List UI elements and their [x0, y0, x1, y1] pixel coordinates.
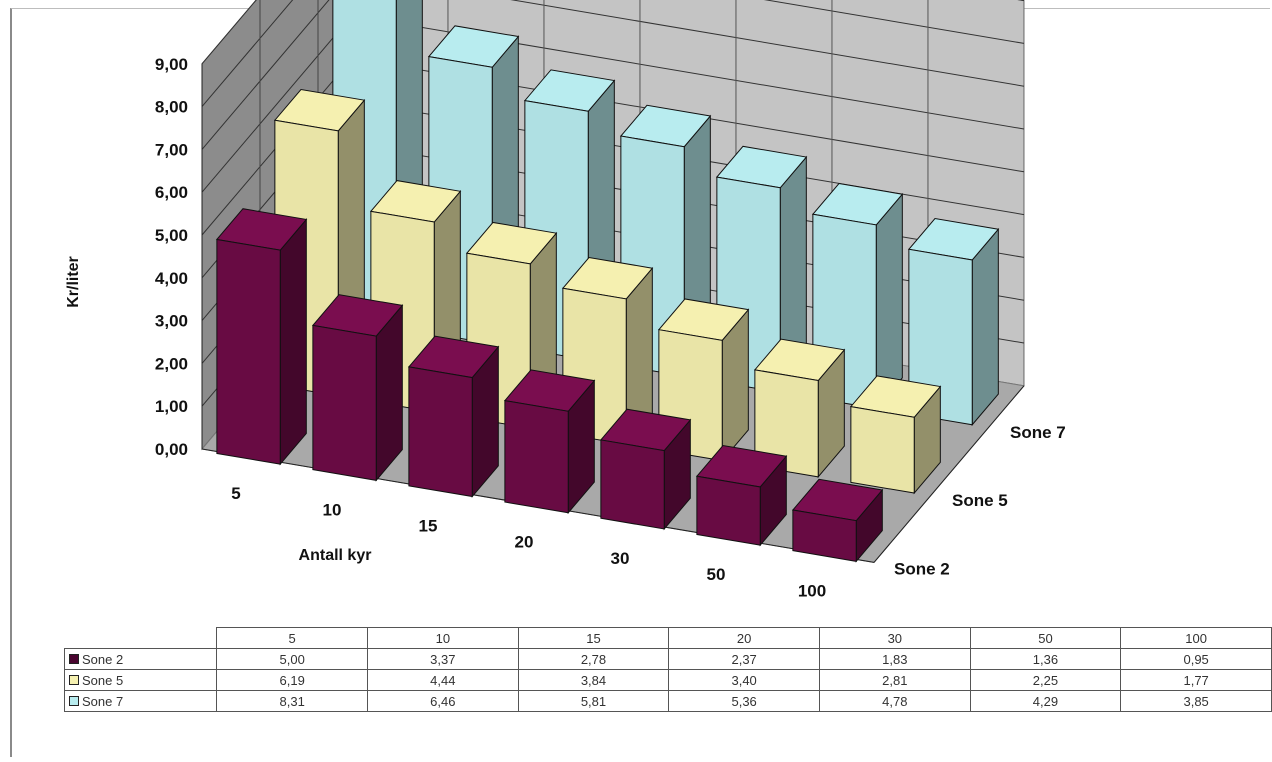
data-table-cell: 5,36 [668, 690, 820, 712]
gridline-y [201, 0, 1025, 150]
data-table-row-sone-2: Sone 2 5,00 3,37 2,78 2,37 1,83 1,36 0,9… [63, 648, 1272, 670]
data-table: 5 10 15 20 30 50 100 Sone 2 5,00 3,37 2,… [63, 627, 1272, 712]
legend-label-sone-5: Sone 5 [82, 672, 124, 688]
data-table-header-cell: 10 [367, 627, 519, 649]
data-table-header-cell: 5 [216, 627, 368, 649]
legend-swatch-sone-2 [69, 654, 79, 665]
bar-sone-2-50 [696, 475, 761, 546]
legend-key-sone-7: Sone 7 [63, 690, 218, 712]
data-table-cell: 3,40 [668, 669, 820, 691]
y-tick-label: 4,00 [155, 269, 188, 288]
data-table-cell: 5,81 [517, 690, 670, 712]
x-tick-label: 30 [611, 549, 630, 568]
data-table-cell: 3,37 [367, 648, 519, 670]
data-table-header-cell: 30 [818, 627, 971, 649]
x-tick-label: 15 [419, 517, 438, 536]
y-tick-label: 9,00 [155, 55, 188, 74]
data-table-cell: 6,46 [367, 690, 519, 712]
bar-sone-5-50 [754, 369, 819, 478]
gridline-y [201, 0, 1025, 65]
y-tick-label: 6,00 [155, 183, 188, 202]
bar-sone-7-100 [908, 248, 973, 426]
y-tick-label: 1,00 [155, 397, 188, 416]
gridline-y [201, 0, 1025, 107]
z-axis-line [873, 385, 1025, 563]
data-table-row-sone-7: Sone 7 8,31 6,46 5,81 5,36 4,78 4,29 3,8… [63, 690, 1272, 712]
data-table-cell: 3,85 [1120, 690, 1272, 712]
x-tick-label: 50 [707, 565, 726, 584]
bar-sone-2-10 [312, 324, 377, 481]
data-table-cell: 2,25 [969, 669, 1122, 691]
data-table-cell: 4,29 [969, 690, 1122, 712]
x-tick-label: 20 [515, 533, 534, 552]
legend-label-sone-2: Sone 2 [82, 651, 124, 667]
z-tick-label: Sone 5 [952, 491, 1008, 510]
bar-sone-7-100-side [971, 227, 999, 427]
x-axis-title: Antall kyr [299, 547, 372, 564]
data-table-cell: 1,77 [1120, 669, 1272, 691]
legend-key-sone-2: Sone 2 [63, 648, 218, 670]
data-table-cell: 8,31 [216, 690, 368, 712]
data-table-cell: 2,81 [818, 669, 971, 691]
bar-sone-2-5-side [279, 218, 307, 466]
data-table-header-cell: 15 [517, 627, 670, 649]
legend-key-sone-5: Sone 5 [63, 669, 218, 691]
data-table-corner [64, 627, 218, 649]
legend-label-sone-7: Sone 7 [82, 693, 124, 709]
bar-chart-3d: 0,00 1,00 2,00 3,00 4,00 5,00 6,00 7,00 8,00 9,00… [65, 0, 1066, 600]
bar-sone-2-5 [216, 238, 281, 465]
y-tick-label: 0,00 [155, 440, 188, 459]
data-table-cell: 0,95 [1120, 648, 1272, 670]
data-table-cell: 4,78 [818, 690, 971, 712]
y-axis-title: Kr/liter [65, 256, 82, 308]
legend-swatch-sone-5 [69, 675, 79, 686]
bar-sone-2-30 [600, 439, 665, 530]
y-tick-label: 2,00 [155, 354, 188, 373]
bar-sone-5-100 [850, 406, 915, 494]
data-table-cell: 3,84 [517, 669, 670, 691]
data-table-header-cell: 20 [668, 627, 820, 649]
y-tick-label: 8,00 [155, 98, 188, 117]
legend-swatch-sone-7 [69, 696, 79, 707]
y-tick-label: 7,00 [155, 140, 188, 159]
data-table-header-cell: 100 [1120, 627, 1272, 649]
bar-sone-2-20 [504, 400, 569, 514]
z-tick-label: Sone 7 [1010, 423, 1066, 442]
data-table-cell: 5,00 [216, 648, 368, 670]
data-table-cell: 6,19 [216, 669, 368, 691]
data-table-cell: 1,83 [818, 648, 971, 670]
data-table-row-sone-5: Sone 5 6,19 4,44 3,84 3,40 2,81 2,25 1,7… [63, 669, 1272, 691]
data-table-cell: 1,36 [969, 648, 1122, 670]
x-tick-label: 10 [323, 500, 342, 519]
z-tick-label: Sone 2 [894, 559, 950, 578]
y-tick-label: 5,00 [155, 226, 188, 245]
x-tick-label: 5 [231, 484, 240, 503]
data-table-cell: 4,44 [367, 669, 519, 691]
data-table-header-cell: 50 [969, 627, 1122, 649]
x-tick-label: 100 [798, 581, 826, 600]
bar-sone-2-100 [792, 509, 857, 562]
data-table-cell: 2,78 [517, 648, 670, 670]
bar-sone-2-15 [408, 366, 473, 498]
data-table-header-row: 5 10 15 20 30 50 100 [64, 627, 1272, 649]
y-tick-label: 3,00 [155, 312, 188, 331]
data-table-cell: 2,37 [668, 648, 820, 670]
